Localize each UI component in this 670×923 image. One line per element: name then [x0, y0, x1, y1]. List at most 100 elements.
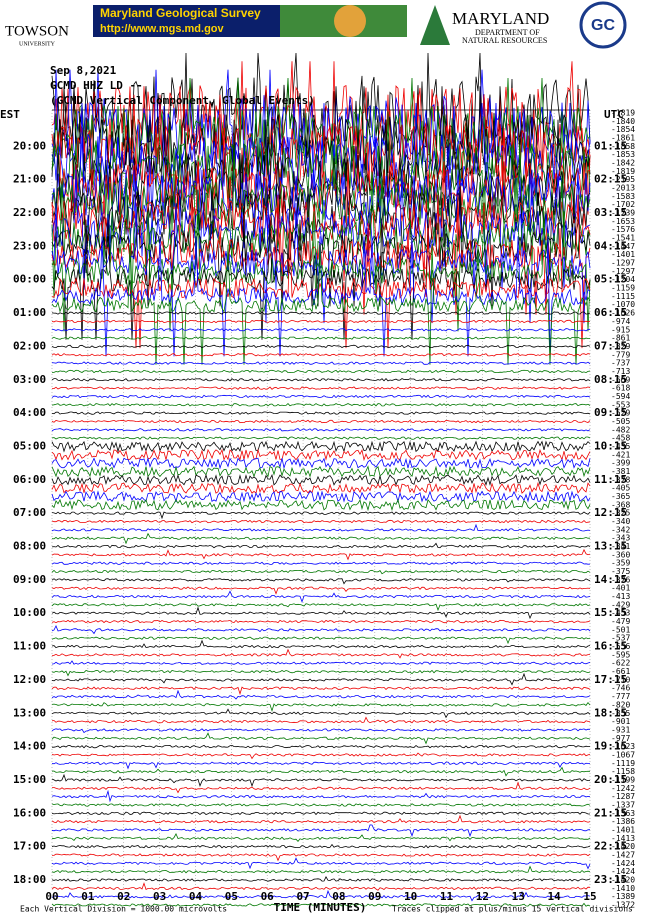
trace — [51, 636, 591, 645]
trace — [51, 789, 591, 803]
trace — [51, 532, 590, 545]
trace — [51, 169, 591, 290]
trace — [51, 61, 591, 182]
x-tick-label: 05 — [225, 890, 238, 903]
trace-offset: -368 — [611, 500, 630, 509]
trace-offset: -378 — [611, 475, 630, 484]
trace-offset: -453 — [611, 609, 630, 618]
trace-offset: -413 — [611, 592, 630, 601]
trace-offset: -710 — [611, 675, 630, 684]
mgs-url[interactable]: http://www.mgs.md.gov — [100, 23, 225, 35]
x-tick-label: 04 — [189, 890, 203, 903]
trace — [51, 403, 591, 407]
trace-offset: -1819 — [611, 109, 635, 118]
utc-time: 13:15 — [594, 540, 627, 553]
trace — [51, 686, 591, 696]
trace-offset: -342 — [611, 525, 630, 534]
trace-offset: -820 — [611, 700, 630, 709]
trace — [51, 548, 591, 561]
trace-offset: -1389 — [611, 892, 635, 901]
trace-offset: -375 — [611, 567, 630, 576]
trace — [51, 119, 591, 240]
trace-offset: -341 — [611, 542, 630, 551]
trace-offset: -501 — [611, 625, 630, 634]
trace — [51, 773, 591, 788]
date: Sep 8,2021 — [50, 64, 117, 77]
utc-time: 22:15 — [594, 840, 627, 853]
utc-time: 01:15 — [594, 139, 627, 152]
trace-offset: -1242 — [611, 784, 635, 793]
trace-offset: -401 — [611, 584, 630, 593]
utc-time: 10:15 — [594, 439, 627, 452]
trace-offset: -1702 — [611, 200, 635, 209]
description: (GCMD Vertical Component, Global Events) — [50, 94, 315, 107]
trace-offset: -429 — [611, 600, 630, 609]
trace — [51, 194, 591, 315]
est-time: 20:00 — [13, 139, 46, 152]
est-time: 23:00 — [13, 239, 46, 252]
utc-time: 09:15 — [594, 406, 627, 419]
trace-offset: -2013 — [611, 184, 635, 193]
utc-time: 04:15 — [594, 239, 627, 252]
trace-offset: -2195 — [611, 175, 635, 184]
mgs-art-circle — [334, 5, 366, 37]
est-time: 03:00 — [13, 373, 46, 386]
x-tick-label: 06 — [261, 890, 275, 903]
trace-offset: -779 — [611, 350, 630, 359]
trace-offset: -1070 — [611, 300, 635, 309]
trace-offset: -1576 — [611, 225, 635, 234]
trace-offset: -595 — [611, 650, 630, 659]
trace — [51, 811, 590, 816]
trace — [51, 578, 591, 585]
trace-offset: -1854 — [611, 125, 635, 134]
trace-offset: -1842 — [611, 159, 635, 168]
est-time: 06:00 — [13, 473, 46, 486]
trace — [51, 876, 591, 882]
utc-time: 19:15 — [594, 740, 627, 753]
trace — [51, 708, 591, 719]
footer-left: Each Vertical Division = 1000.00 microvo… — [20, 905, 227, 914]
trace-offset: -325 — [611, 509, 630, 518]
utc-time: 06:15 — [594, 306, 627, 319]
trace-offset: -901 — [611, 717, 630, 726]
right-header: UTC — [604, 108, 624, 121]
utc-time: 08:15 — [594, 373, 627, 386]
gc-logo — [579, 1, 627, 49]
trace-offset: -1420 — [611, 842, 635, 851]
mgs-title: Maryland Geological Survey — [100, 6, 261, 20]
est-time: 00:00 — [13, 273, 46, 286]
footer-right: Traces clipped at plus/minus 15 vertical… — [392, 905, 633, 914]
trace-offset: -1410 — [611, 884, 635, 893]
est-time: 21:00 — [13, 173, 46, 186]
trace-offset: -977 — [611, 734, 630, 743]
trace — [51, 902, 591, 907]
trace-offset: -1158 — [611, 767, 635, 776]
trace-offset: -1297 — [611, 267, 635, 276]
trace-offset: -1420 — [611, 875, 635, 884]
trace-offset: -1541 — [611, 234, 635, 243]
est-time: 17:00 — [13, 840, 46, 853]
trace — [51, 228, 591, 349]
trace — [51, 419, 591, 424]
trace-offset: -1401 — [611, 825, 635, 834]
x-tick-label: 07 — [296, 890, 309, 903]
trace — [51, 766, 590, 777]
est-time: 13:00 — [13, 706, 46, 719]
dnr-title: MARYLAND — [452, 9, 549, 28]
trace — [51, 752, 591, 760]
trace-offset: -622 — [611, 659, 630, 668]
trace — [51, 853, 591, 862]
trace — [51, 144, 591, 265]
trace — [51, 569, 591, 575]
trace — [52, 781, 591, 794]
est-time: 05:00 — [13, 439, 46, 452]
trace-offset: -359 — [611, 559, 630, 568]
trace — [51, 311, 591, 315]
trace-offset: -1401 — [611, 250, 635, 259]
trace — [51, 672, 591, 686]
trace — [51, 377, 591, 382]
utc-time: 23:15 — [594, 873, 627, 886]
trace-offset: -1372 — [611, 901, 635, 910]
trace — [51, 319, 591, 324]
trace-offset: -376 — [611, 575, 630, 584]
